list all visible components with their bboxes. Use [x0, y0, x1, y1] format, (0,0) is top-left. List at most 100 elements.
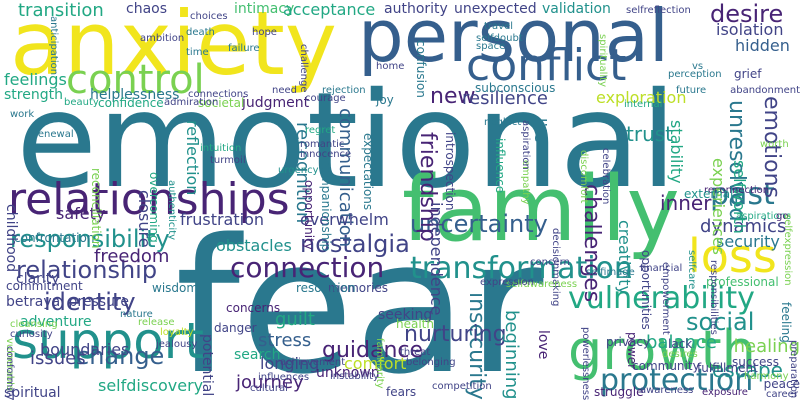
- word-reconnection: reconnection: [704, 185, 770, 196]
- word-curiosity: curiosity: [10, 329, 53, 340]
- word-need: need: [272, 85, 297, 96]
- word-vs: vs: [692, 61, 704, 72]
- word-fears: fears: [386, 385, 417, 399]
- word-desire: desire: [710, 0, 784, 28]
- word-vulnerability: vulnerability: [568, 281, 755, 316]
- word-conformity: conformity: [4, 346, 15, 400]
- word-selfcare: selfcare: [686, 250, 697, 290]
- word-lack: lack: [668, 337, 693, 351]
- word-influence: influence: [493, 138, 507, 194]
- word-perception: perception: [668, 69, 722, 80]
- word-guilt: guilt: [275, 309, 315, 330]
- word-overcoming: overcoming: [147, 172, 161, 243]
- word-urgency: urgency: [278, 165, 319, 176]
- word-confusion: confusion: [414, 40, 428, 98]
- word-professional: professional: [706, 275, 779, 289]
- word-connection: connection: [230, 251, 385, 284]
- word-community: community: [632, 359, 700, 373]
- word-fear: fear: [175, 199, 544, 400]
- word-spiritual: spiritual: [4, 385, 61, 400]
- word-new: new: [430, 84, 476, 109]
- word-betrayal-pressure: betrayal pressure: [6, 294, 129, 310]
- word-preparation: preparation: [788, 340, 799, 399]
- word-confrontation: confrontation: [14, 231, 95, 245]
- word-healing: healing: [733, 336, 800, 357]
- word-powerlessness: powerlessness: [580, 326, 591, 400]
- word-regret: regret: [305, 125, 336, 136]
- word-selfdiscovery: selfdiscovery: [98, 376, 204, 395]
- word-emotional: emotional: [16, 64, 677, 218]
- word-creativity: creativity: [615, 220, 634, 296]
- word-neglect: neglect: [484, 117, 522, 128]
- word-family: family: [402, 157, 680, 262]
- word-beginning: beginning: [501, 310, 522, 400]
- word-growth: growth: [568, 319, 756, 382]
- word-empowerment: empowerment: [660, 262, 671, 335]
- word-choices: choices: [190, 11, 228, 22]
- word-renewal: renewal: [34, 129, 74, 140]
- word-health: health: [396, 317, 434, 331]
- word-space: space: [476, 41, 506, 52]
- word-acceptance: acceptance: [283, 0, 376, 19]
- word-cleansing: cleansing: [10, 319, 58, 330]
- word-uncertainty: uncertainty: [410, 210, 548, 238]
- word-celebration: celebration: [600, 148, 611, 205]
- word-potential: potential: [199, 334, 215, 397]
- word-stability: stability: [667, 120, 686, 184]
- word-past: past: [710, 177, 775, 212]
- word-grief: grief: [734, 67, 762, 81]
- word-obstacles: obstacles: [216, 236, 292, 255]
- word-balance: balance: [646, 332, 717, 353]
- word-selfimage: selfimage: [586, 267, 635, 278]
- word-success: success: [732, 355, 779, 369]
- word-intimacy: intimacy: [234, 1, 295, 17]
- word-death: death: [186, 27, 215, 38]
- word-joy: joy: [376, 93, 394, 107]
- word-selfdoubt: selfdoubt: [476, 33, 523, 44]
- word-independence: independence: [427, 202, 446, 316]
- word-identity: identity: [44, 288, 136, 316]
- word-helplessness: helplessness: [90, 87, 180, 103]
- word-threat: threat: [400, 347, 431, 358]
- word-responsibility: responsibility: [10, 225, 170, 253]
- word-safety: safety: [56, 204, 106, 223]
- word-familiarity: familiarity: [374, 338, 385, 389]
- word-control: control: [66, 57, 205, 103]
- word-relationships: relationships: [8, 174, 290, 225]
- word-beauty: beauty: [64, 97, 99, 108]
- word-fulfillment: fulfillment: [697, 361, 758, 375]
- word-longing: longing: [260, 354, 320, 373]
- word-nurturing: nurturing: [404, 322, 507, 347]
- word-exploration: exploration: [596, 88, 687, 107]
- word-unknown: unknown: [316, 365, 380, 381]
- word-reflection: reflection: [183, 120, 202, 196]
- word-clarity: clarity: [16, 271, 60, 287]
- word-inner: inner: [660, 191, 712, 215]
- word-hope: hope: [252, 27, 277, 38]
- word-feeling: feeling: [779, 302, 793, 343]
- word-security: security: [716, 232, 780, 251]
- word-concern: concern: [530, 257, 570, 268]
- word-companionship: companionship: [319, 160, 333, 252]
- word-trust: trust: [626, 122, 674, 146]
- word-competition: competition: [432, 381, 492, 392]
- word-opportunities: opportunities: [639, 250, 653, 330]
- word-awareness: awareness: [640, 385, 694, 396]
- word-go: go: [776, 211, 789, 222]
- word-struggle: struggle: [594, 385, 644, 399]
- word-isolation: isolation: [716, 20, 784, 39]
- word-judgment: judgment: [242, 95, 310, 111]
- word-worth: worth: [760, 139, 789, 150]
- word-innocence: innocence: [300, 149, 352, 160]
- word-escape: escape: [712, 358, 783, 382]
- word-harmony: harmony: [744, 371, 789, 382]
- word-memories: memories: [328, 281, 389, 295]
- word-concerns: concerns: [226, 301, 281, 315]
- word-reconciliation: reconciliation: [89, 168, 103, 249]
- word-privacy: privacy: [606, 335, 651, 349]
- word-achievement: achievement: [280, 357, 346, 368]
- word-issues: issues: [30, 348, 86, 369]
- word-abandonment: abandonment: [730, 85, 800, 96]
- word-influences: influences: [258, 372, 310, 383]
